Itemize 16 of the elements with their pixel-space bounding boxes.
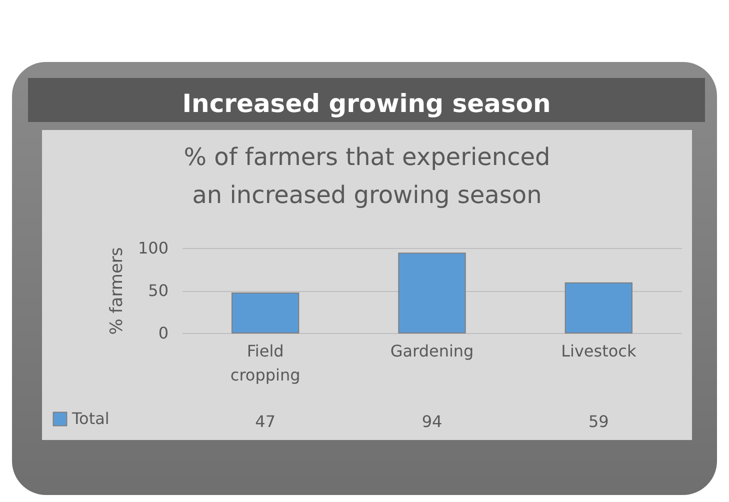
bar	[398, 252, 466, 334]
chart-subtitle: % of farmers that experienced an increased growing season	[182, 142, 552, 211]
data-label: 94	[422, 412, 442, 431]
y-tick-label: 50	[148, 281, 168, 300]
bar	[232, 292, 300, 334]
y-axis-title: % farmers	[106, 247, 127, 335]
y-tick-label: 100	[138, 238, 168, 258]
y-tick-label: 0	[158, 324, 168, 342]
data-label: 59	[588, 412, 609, 431]
bar	[564, 282, 632, 334]
x-tick-label: Livestock	[561, 342, 637, 360]
x-tick-label: Field cropping	[230, 342, 300, 384]
x-tick-label: Gardening	[390, 342, 474, 360]
data-label: 47	[255, 412, 276, 431]
legend-label: Total	[71, 409, 110, 428]
chart-title: Increased growing season	[28, 78, 705, 122]
